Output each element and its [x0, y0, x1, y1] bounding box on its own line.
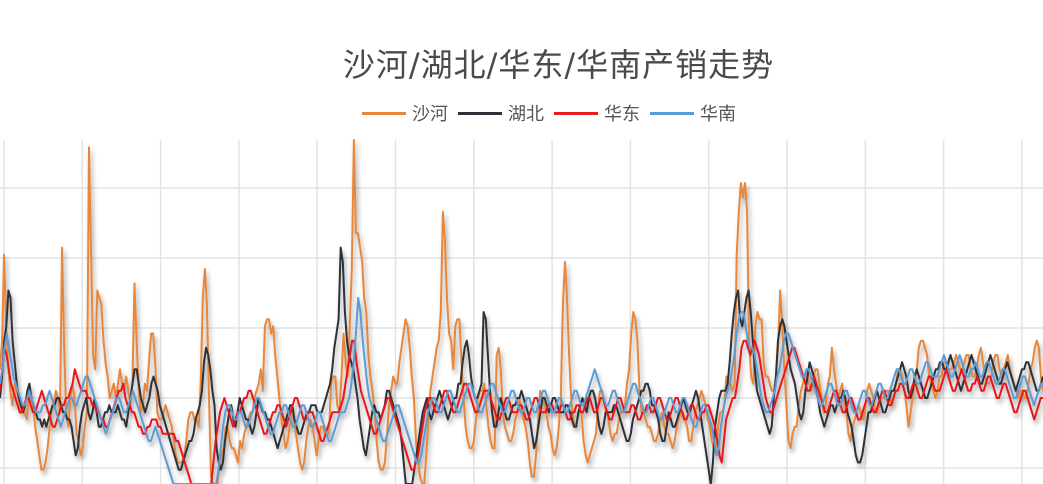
chart-title: 沙河/湖北/华东/华南产销走势 [342, 46, 775, 84]
series-lines [0, 139, 1043, 484]
legend-label: 沙河 [412, 104, 448, 125]
series-line-3[interactable] [0, 296, 1043, 484]
legend-item-huanan[interactable]: 华南 [650, 100, 736, 126]
legend-label: 湖北 [508, 104, 544, 125]
legend-swatch [458, 111, 502, 115]
legend-item-huadong[interactable]: 华东 [554, 100, 640, 126]
legend-label: 华南 [700, 104, 736, 125]
series-line-2[interactable] [0, 339, 1043, 484]
series-line-1[interactable] [0, 246, 1043, 484]
legend-item-shahe[interactable]: 沙河 [362, 100, 448, 126]
legend-label: 华东 [604, 104, 640, 125]
legend-swatch [554, 111, 598, 115]
legend-item-hubei[interactable]: 湖北 [458, 100, 544, 126]
legend-swatch [362, 111, 406, 115]
legend: 沙河 湖北 华东 华南 [362, 100, 746, 126]
legend-swatch [650, 111, 694, 115]
